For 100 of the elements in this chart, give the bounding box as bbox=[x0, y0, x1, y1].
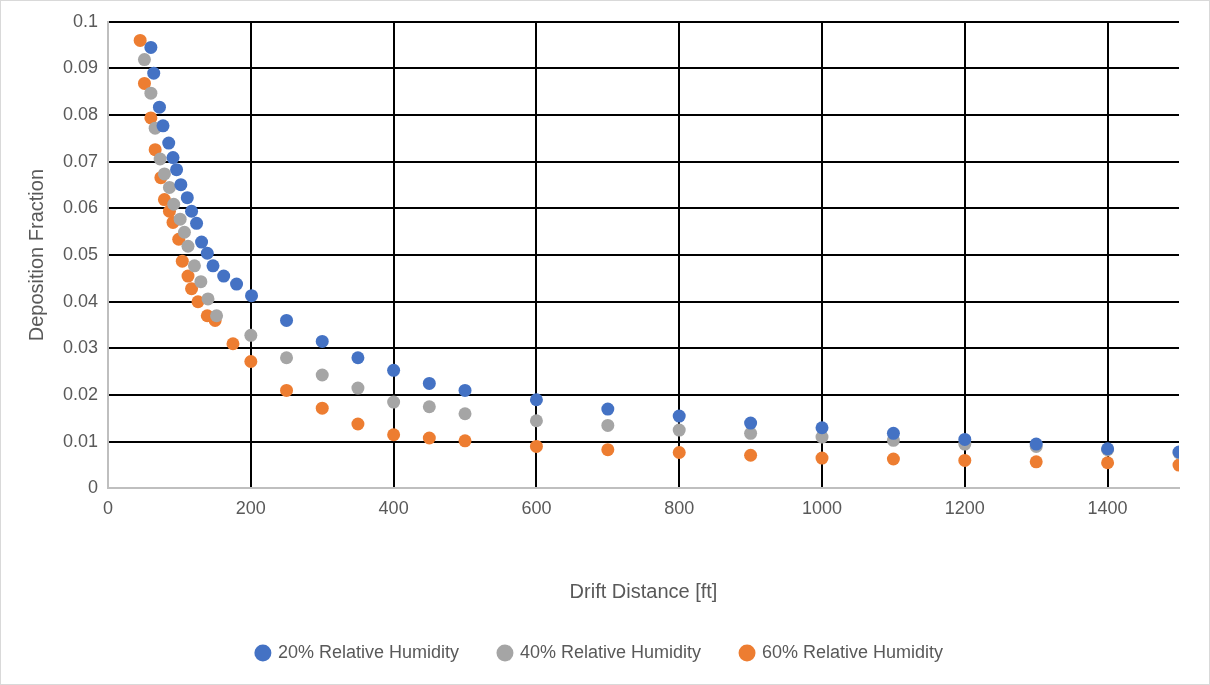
x-tick-label: 800 bbox=[664, 498, 695, 519]
point bbox=[1101, 456, 1115, 470]
y-axis-title: Deposition Fraction bbox=[24, 168, 47, 342]
point bbox=[422, 431, 436, 445]
y-tick-label: 0.04 bbox=[62, 290, 99, 311]
point bbox=[1029, 455, 1043, 469]
y-tick-label: 0.07 bbox=[62, 150, 99, 171]
point bbox=[387, 363, 401, 377]
legend-label: 20% Relative Humidity bbox=[277, 641, 459, 662]
point bbox=[958, 453, 972, 467]
y-tick-label: 0 bbox=[88, 477, 99, 498]
point bbox=[187, 259, 201, 273]
point bbox=[280, 351, 294, 365]
point bbox=[201, 292, 215, 306]
point bbox=[175, 254, 189, 268]
x-tick-label: 1400 bbox=[1087, 498, 1128, 519]
point bbox=[226, 337, 240, 351]
x-tick-label: 1200 bbox=[944, 498, 985, 519]
point bbox=[744, 448, 758, 462]
x-tick-label: 400 bbox=[378, 498, 409, 519]
point bbox=[351, 351, 365, 365]
point bbox=[137, 76, 151, 90]
point bbox=[387, 428, 401, 442]
point bbox=[886, 452, 900, 466]
point bbox=[886, 426, 900, 440]
legend-label: 60% Relative Humidity bbox=[762, 641, 944, 662]
x-tick-label: 0 bbox=[103, 498, 114, 519]
x-tick-label: 200 bbox=[235, 498, 266, 519]
point bbox=[174, 178, 188, 192]
point bbox=[351, 417, 365, 431]
point bbox=[601, 418, 615, 432]
point bbox=[137, 53, 151, 67]
point bbox=[157, 167, 171, 181]
point bbox=[144, 40, 158, 54]
point bbox=[958, 432, 972, 446]
point bbox=[672, 445, 686, 459]
point bbox=[181, 269, 195, 283]
x-tick-label: 1000 bbox=[801, 498, 843, 519]
point bbox=[185, 204, 199, 218]
y-tick-label: 0.05 bbox=[62, 244, 99, 265]
point bbox=[170, 163, 184, 177]
point bbox=[206, 259, 220, 273]
point bbox=[280, 383, 294, 397]
point bbox=[315, 368, 329, 382]
point bbox=[156, 119, 170, 133]
point bbox=[458, 407, 472, 421]
point bbox=[601, 443, 615, 457]
point bbox=[529, 393, 543, 407]
point bbox=[601, 402, 615, 416]
point bbox=[244, 328, 258, 342]
point bbox=[180, 191, 194, 205]
point bbox=[458, 434, 472, 448]
point bbox=[458, 383, 472, 397]
y-tick-label: 0.01 bbox=[62, 430, 99, 451]
point bbox=[166, 151, 180, 165]
point bbox=[162, 136, 176, 150]
point bbox=[167, 197, 181, 211]
point bbox=[230, 277, 244, 291]
point bbox=[133, 33, 147, 47]
y-tick-label: 0.06 bbox=[62, 197, 99, 218]
point bbox=[217, 269, 231, 283]
point bbox=[177, 225, 191, 239]
x-axis-title: Drift Distance [ft] bbox=[569, 579, 718, 602]
point bbox=[422, 400, 436, 414]
point bbox=[152, 100, 166, 114]
point bbox=[245, 289, 259, 303]
point bbox=[190, 216, 204, 230]
point bbox=[315, 401, 329, 415]
point bbox=[529, 414, 543, 428]
point bbox=[144, 86, 158, 100]
point bbox=[422, 376, 436, 390]
y-tick-label: 0.03 bbox=[62, 337, 99, 358]
point bbox=[185, 282, 199, 296]
point bbox=[744, 416, 758, 430]
point bbox=[244, 354, 258, 368]
point bbox=[387, 395, 401, 409]
point bbox=[153, 152, 167, 166]
point bbox=[194, 275, 208, 289]
point bbox=[815, 451, 829, 465]
y-tick-label: 0.08 bbox=[62, 104, 99, 125]
point bbox=[200, 246, 214, 260]
point bbox=[147, 66, 161, 80]
point bbox=[815, 421, 829, 435]
point bbox=[351, 381, 365, 395]
y-tick-label: 0.09 bbox=[62, 57, 99, 78]
point bbox=[210, 309, 224, 323]
legend-label: 40% Relative Humidity bbox=[519, 641, 702, 662]
point bbox=[173, 212, 187, 226]
point bbox=[162, 180, 176, 194]
point bbox=[315, 334, 329, 348]
point bbox=[280, 313, 294, 327]
point bbox=[181, 239, 195, 253]
x-tick-label: 600 bbox=[521, 498, 552, 519]
point bbox=[195, 235, 209, 249]
y-tick-label: 0.02 bbox=[62, 384, 99, 405]
point bbox=[148, 143, 162, 157]
point bbox=[144, 111, 158, 125]
point bbox=[672, 409, 686, 423]
y-tick-label: 0.1 bbox=[73, 10, 99, 31]
point bbox=[529, 439, 543, 453]
